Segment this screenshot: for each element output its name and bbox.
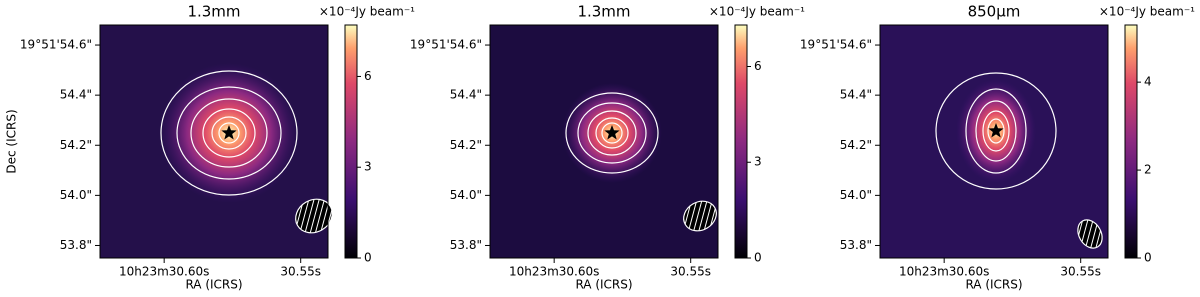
- colorbar-tick-label: 2: [1144, 163, 1152, 177]
- beam: [295, 198, 333, 234]
- source-star: [221, 125, 237, 140]
- x-axis-label: RA (ICRS): [965, 278, 1022, 292]
- y-tick-label: 53.8": [450, 238, 482, 252]
- x-tick-label: 10h23m30.60s: [509, 265, 599, 279]
- contour: [211, 116, 247, 150]
- contour: [595, 117, 629, 149]
- contour: [218, 122, 240, 144]
- contour: [565, 92, 659, 174]
- contour: [577, 102, 647, 164]
- title: 1.3mm: [187, 3, 240, 21]
- y-tick-label: 53.8": [840, 238, 872, 252]
- y-tick-label: 54.0": [60, 188, 92, 202]
- y-tick-label: 19°51'54.6": [410, 38, 482, 52]
- x-tick-label: 30.55s: [1060, 265, 1101, 279]
- source-star: [988, 123, 1004, 138]
- x-tick-label: 30.55s: [280, 265, 321, 279]
- colorbar-tick-label: 6: [754, 59, 762, 73]
- contour: [587, 110, 637, 156]
- frame: [489, 24, 719, 259]
- x-tick-label: 10h23m30.60s: [119, 265, 209, 279]
- colorbar-tick-label: 0: [754, 251, 762, 265]
- contour: [176, 86, 282, 180]
- contour: [202, 108, 256, 158]
- colorbar: [344, 24, 358, 259]
- y-tick-label: 54.2": [840, 138, 872, 152]
- y-tick-label: 54.4": [60, 88, 92, 102]
- frame: [99, 24, 329, 259]
- y-tick-label: 54.0": [450, 188, 482, 202]
- y-axis-label: Dec (ICRS): [5, 109, 19, 173]
- contour: [160, 70, 298, 196]
- y-tick-label: 19°51'54.6": [20, 38, 92, 52]
- beam: [683, 200, 717, 232]
- title: 1.3mm: [577, 3, 630, 21]
- colorbar-tick-label: 0: [1144, 251, 1152, 265]
- y-tick-label: 54.0": [840, 188, 872, 202]
- colorbar-tick-label: 3: [754, 155, 762, 169]
- contour: [987, 118, 1005, 144]
- colorbar-tick-label: 4: [1144, 75, 1152, 89]
- colorbar-label: ×10⁻⁴Jy beam⁻¹: [709, 5, 805, 19]
- contour: [975, 100, 1017, 162]
- x-axis-label: RA (ICRS): [575, 278, 632, 292]
- x-axis-label: RA (ICRS): [185, 278, 242, 292]
- title: 850μm: [968, 3, 1021, 21]
- x-tick-label: 10h23m30.60s: [899, 265, 989, 279]
- colorbar-label: ×10⁻⁴Jy beam⁻¹: [1099, 5, 1195, 19]
- beam: [1077, 219, 1103, 249]
- contour: [190, 98, 268, 168]
- contour: [965, 88, 1027, 174]
- y-tick-label: 54.4": [450, 88, 482, 102]
- contour: [982, 110, 1010, 152]
- source-star: [604, 125, 620, 140]
- y-tick-label: 53.8": [60, 238, 92, 252]
- colorbar-tick-label: 3: [364, 160, 372, 174]
- y-tick-label: 54.2": [450, 138, 482, 152]
- y-tick-label: 54.4": [840, 88, 872, 102]
- contour: [935, 72, 1057, 190]
- colorbar: [734, 24, 748, 259]
- y-tick-label: 54.2": [60, 138, 92, 152]
- y-tick-label: 19°51'54.6": [800, 38, 872, 52]
- colorbar-tick-label: 0: [364, 251, 372, 265]
- x-tick-label: 30.55s: [670, 265, 711, 279]
- colorbar-tick-label: 6: [364, 69, 372, 83]
- frame: [879, 24, 1109, 259]
- contour: [601, 122, 623, 144]
- colorbar-label: ×10⁻⁴Jy beam⁻¹: [319, 5, 415, 19]
- colorbar: [1124, 24, 1138, 259]
